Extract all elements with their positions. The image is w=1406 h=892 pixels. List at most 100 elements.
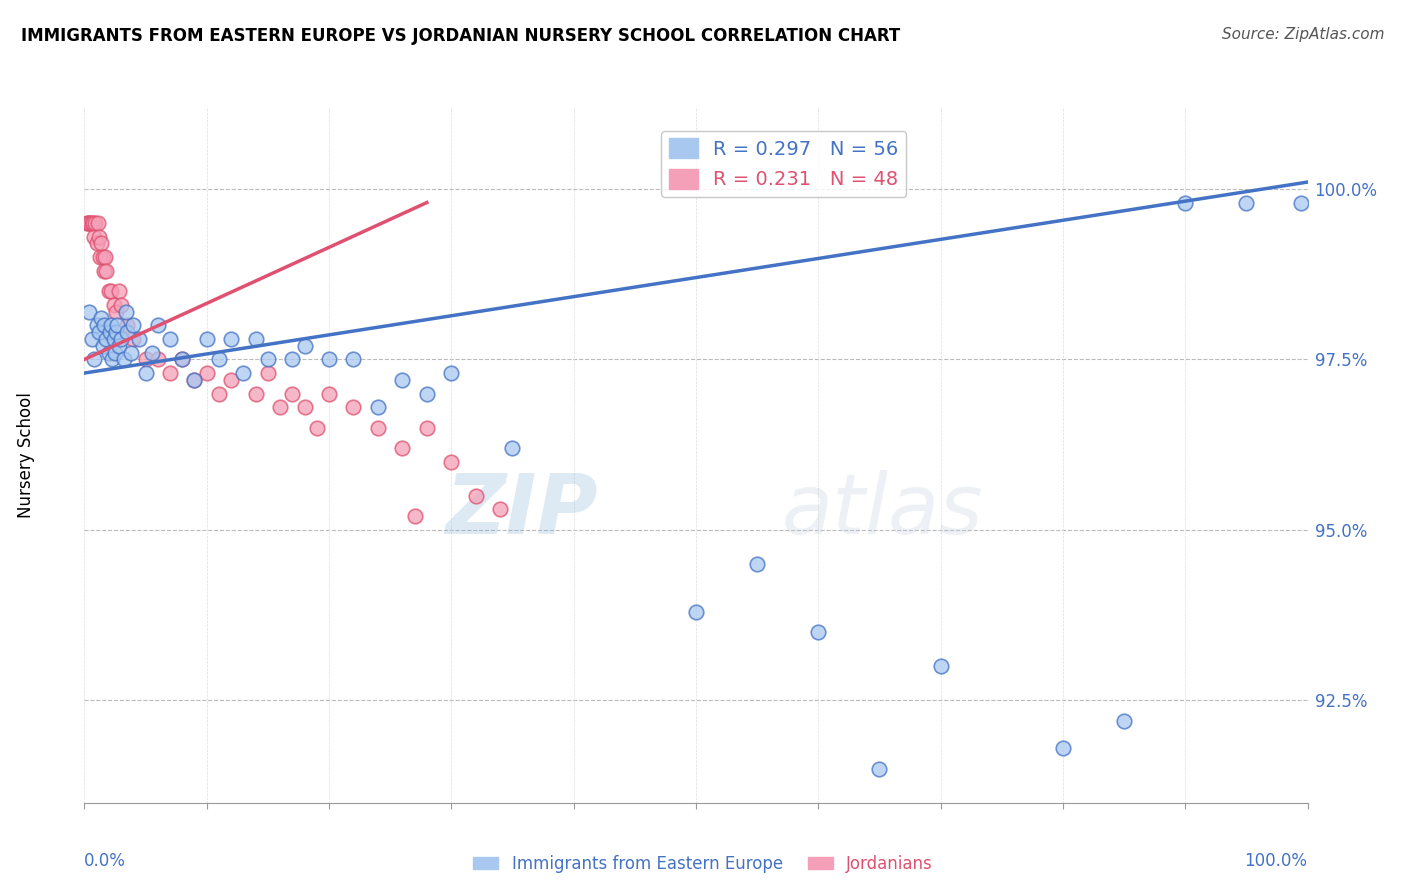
- Point: [135, 366, 157, 380]
- Point: [90, 236, 112, 251]
- Point: [159, 332, 181, 346]
- Point: [464, 489, 486, 503]
- Point: [105, 325, 128, 339]
- Point: [172, 352, 194, 367]
- Point: [96, 264, 118, 278]
- Point: [82, 216, 104, 230]
- Point: [79, 216, 101, 230]
- Point: [318, 352, 340, 367]
- Point: [159, 366, 181, 380]
- Point: [97, 284, 120, 298]
- Point: [77, 216, 100, 230]
- Point: [122, 318, 145, 333]
- Point: [80, 216, 103, 230]
- Text: Nursery School: Nursery School: [17, 392, 35, 518]
- Point: [90, 311, 112, 326]
- Text: 100.0%: 100.0%: [1244, 852, 1308, 870]
- Point: [208, 386, 231, 401]
- Point: [1291, 195, 1313, 210]
- Point: [110, 332, 132, 346]
- Point: [87, 216, 110, 230]
- Point: [195, 366, 218, 380]
- Legend: Immigrants from Eastern Europe, Jordanians: Immigrants from Eastern Europe, Jordania…: [467, 848, 939, 880]
- Point: [86, 318, 108, 333]
- Point: [245, 386, 267, 401]
- Point: [115, 304, 138, 318]
- Point: [101, 352, 124, 367]
- Point: [318, 386, 340, 401]
- Point: [128, 332, 150, 346]
- Point: [146, 318, 169, 333]
- Point: [269, 400, 291, 414]
- Point: [80, 332, 103, 346]
- Point: [257, 366, 280, 380]
- Legend: R = 0.297   N = 56, R = 0.231   N = 48: R = 0.297 N = 56, R = 0.231 N = 48: [661, 130, 907, 197]
- Point: [93, 318, 115, 333]
- Point: [391, 373, 413, 387]
- Point: [93, 264, 115, 278]
- Point: [502, 441, 524, 455]
- Point: [440, 366, 463, 380]
- Point: [195, 332, 218, 346]
- Point: [135, 352, 157, 367]
- Point: [120, 345, 142, 359]
- Point: [112, 352, 135, 367]
- Point: [105, 318, 128, 333]
- Point: [76, 216, 98, 230]
- Point: [97, 345, 120, 359]
- Point: [305, 420, 328, 434]
- Point: [77, 216, 100, 230]
- Point: [122, 332, 145, 346]
- Point: [94, 250, 117, 264]
- Point: [245, 332, 267, 346]
- Point: [342, 400, 364, 414]
- Point: [87, 325, 110, 339]
- Point: [83, 352, 105, 367]
- Point: [96, 332, 118, 346]
- Point: [100, 284, 122, 298]
- Point: [1114, 714, 1136, 728]
- Point: [294, 400, 316, 414]
- Point: [104, 345, 127, 359]
- Point: [183, 373, 205, 387]
- Point: [747, 557, 769, 571]
- Point: [100, 318, 122, 333]
- Point: [1236, 195, 1258, 210]
- Point: [208, 352, 231, 367]
- Point: [404, 509, 426, 524]
- Point: [89, 250, 111, 264]
- Point: [91, 339, 114, 353]
- Point: [367, 420, 389, 434]
- Point: [115, 325, 138, 339]
- Point: [105, 304, 128, 318]
- Point: [107, 284, 129, 298]
- Point: [86, 236, 108, 251]
- Point: [232, 366, 254, 380]
- Point: [1052, 741, 1074, 756]
- Point: [103, 332, 125, 346]
- Point: [219, 373, 242, 387]
- Point: [107, 339, 129, 353]
- Point: [929, 659, 952, 673]
- Point: [416, 386, 439, 401]
- Point: [391, 441, 413, 455]
- Point: [219, 332, 242, 346]
- Point: [281, 352, 304, 367]
- Point: [91, 250, 114, 264]
- Point: [172, 352, 194, 367]
- Point: [183, 373, 205, 387]
- Point: [416, 420, 439, 434]
- Point: [685, 605, 707, 619]
- Point: [294, 339, 316, 353]
- Text: 0.0%: 0.0%: [84, 852, 127, 870]
- Text: atlas: atlas: [782, 470, 983, 551]
- Point: [489, 502, 512, 516]
- Point: [84, 216, 107, 230]
- Point: [1174, 195, 1197, 210]
- Point: [103, 298, 125, 312]
- Point: [281, 386, 304, 401]
- Point: [257, 352, 280, 367]
- Text: ZIP: ZIP: [446, 470, 598, 551]
- Point: [98, 325, 121, 339]
- Point: [110, 298, 132, 312]
